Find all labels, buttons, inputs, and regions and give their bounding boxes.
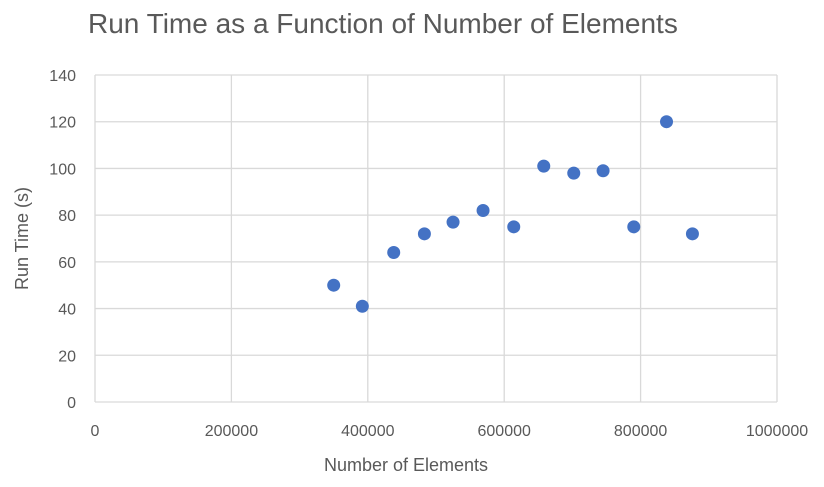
data-points xyxy=(327,115,699,313)
data-point xyxy=(387,246,401,260)
data-point xyxy=(567,166,581,180)
y-tick-label: 40 xyxy=(58,302,76,319)
data-point xyxy=(537,159,551,173)
data-point xyxy=(327,278,341,292)
data-point xyxy=(685,227,699,241)
y-tick-label: 120 xyxy=(49,115,76,132)
y-tick-label: 100 xyxy=(49,161,76,178)
y-tick-label: 0 xyxy=(67,395,76,412)
y-tick-label: 80 xyxy=(58,208,76,225)
data-point xyxy=(660,115,674,129)
x-tick-label: 1000000 xyxy=(746,423,808,440)
y-axis-title: Run Time (s) xyxy=(12,187,32,290)
x-axis-title: Number of Elements xyxy=(324,455,488,475)
y-tick-label: 140 xyxy=(49,68,76,85)
data-point xyxy=(507,220,521,234)
y-tick-labels: 0 20 40 60 80 100 120 140 xyxy=(49,68,76,412)
data-point xyxy=(596,164,610,178)
x-tick-label: 800000 xyxy=(614,423,667,440)
data-point xyxy=(627,220,641,234)
data-point xyxy=(446,215,460,229)
data-point xyxy=(476,203,490,217)
x-tick-label: 400000 xyxy=(341,423,394,440)
data-point xyxy=(355,299,369,313)
x-tick-label: 600000 xyxy=(478,423,531,440)
gridlines xyxy=(94,74,778,403)
x-tick-labels: 0 200000 400000 600000 800000 1000000 xyxy=(91,423,809,440)
chart-title: Run Time as a Function of Number of Elem… xyxy=(88,8,678,39)
y-tick-label: 20 xyxy=(58,348,76,365)
x-tick-label: 0 xyxy=(91,423,100,440)
x-tick-label: 200000 xyxy=(205,423,258,440)
data-point xyxy=(417,227,431,241)
y-tick-label: 60 xyxy=(58,255,76,272)
